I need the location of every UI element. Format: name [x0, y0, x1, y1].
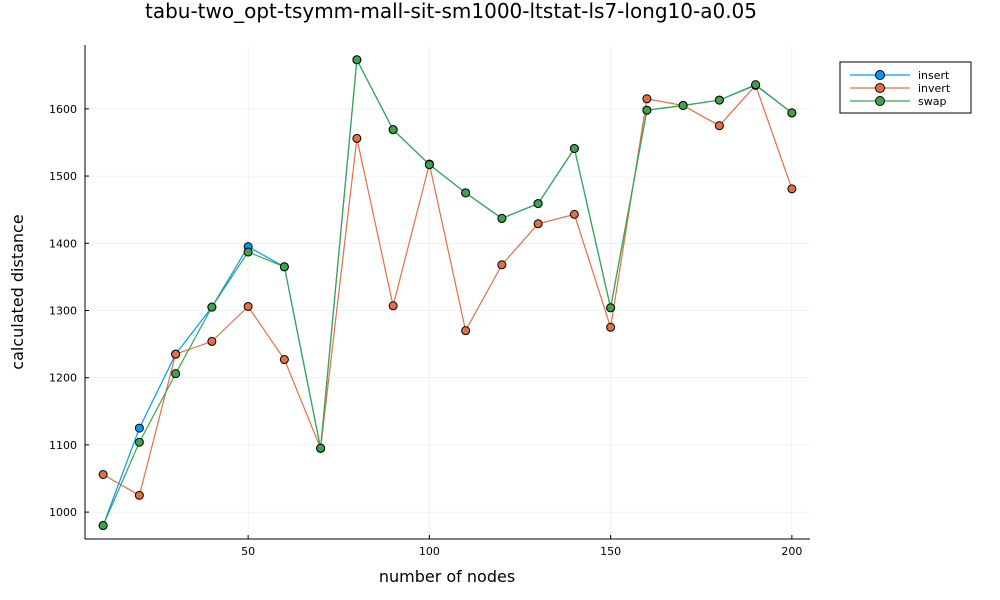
data-point-swap: [279, 262, 289, 272]
series-insert: [98, 55, 797, 531]
series-line-invert: [102, 84, 793, 497]
data-point-swap: [134, 437, 144, 447]
data-point-invert: [171, 349, 181, 359]
data-point-swap: [642, 105, 652, 115]
data-point-invert: [98, 469, 108, 479]
data-point-invert: [533, 219, 543, 229]
y-tick-label: 1300: [49, 304, 77, 317]
y-tick-label: 1200: [49, 372, 77, 385]
legend-label: invert: [918, 82, 951, 95]
y-tick-label: 1400: [49, 237, 77, 250]
legend-label: swap: [918, 95, 946, 108]
data-point-swap: [424, 160, 434, 170]
data-point-invert: [642, 94, 652, 104]
data-point-swap: [787, 108, 797, 118]
data-point-swap: [497, 213, 507, 223]
axes: [84, 45, 810, 540]
x-tick-label: 200: [781, 545, 802, 558]
data-point-swap: [714, 95, 724, 105]
data-point-invert: [714, 121, 724, 131]
x-tick-label: 50: [241, 545, 255, 558]
data-point-swap: [461, 188, 471, 198]
y-tick-label: 1500: [49, 170, 77, 183]
data-point-swap: [388, 125, 398, 135]
data-point-invert: [207, 336, 217, 346]
data-point-swap: [98, 521, 108, 531]
y-axis-label: calculated distance: [8, 214, 27, 369]
grid-lines: [85, 45, 810, 539]
data-point-insert: [134, 423, 144, 433]
legend-marker: [875, 70, 885, 80]
data-point-invert: [497, 260, 507, 270]
x-axis-label: number of nodes: [379, 567, 515, 586]
data-point-invert: [569, 209, 579, 219]
x-tick-label: 150: [600, 545, 621, 558]
y-tick-label: 1100: [49, 439, 77, 452]
data-point-swap: [352, 55, 362, 65]
data-point-invert: [388, 301, 398, 311]
legend-label: insert: [918, 69, 950, 82]
data-point-swap: [569, 144, 579, 154]
tick-labels: 50 100 150 200 1000 1100 1200 1300 1400 1500 1600: [49, 103, 802, 558]
data-point-invert: [461, 326, 471, 336]
legend-item-invert: invert: [850, 82, 951, 95]
x-tick-label: 100: [419, 545, 440, 558]
data-point-invert: [279, 355, 289, 365]
data-point-invert: [352, 133, 362, 143]
data-point-swap: [171, 369, 181, 379]
legend-marker: [875, 96, 885, 106]
data-point-invert: [243, 301, 253, 311]
data-point-swap: [316, 443, 326, 453]
series-line-insert: [102, 57, 793, 526]
y-tick-label: 1000: [49, 506, 77, 519]
y-tick-label: 1600: [49, 103, 77, 116]
legend-item-swap: swap: [850, 95, 946, 108]
data-point-swap: [751, 80, 761, 90]
series-line-swap: [102, 57, 793, 526]
data-point-invert: [787, 184, 797, 194]
data-point-invert: [134, 490, 144, 500]
series-swap: [98, 55, 797, 531]
legend-item-insert: insert: [850, 69, 950, 82]
data-point-swap: [533, 199, 543, 209]
legend-marker: [875, 83, 885, 93]
data-point-swap: [606, 303, 616, 313]
data-series: [98, 55, 797, 531]
chart-title: tabu-two_opt-tsymm-mall-sit-sm1000-ltsta…: [145, 0, 757, 23]
data-point-swap: [207, 302, 217, 312]
data-point-swap: [243, 247, 253, 257]
data-point-swap: [678, 100, 688, 110]
data-point-invert: [606, 322, 616, 332]
series-invert: [98, 80, 797, 500]
